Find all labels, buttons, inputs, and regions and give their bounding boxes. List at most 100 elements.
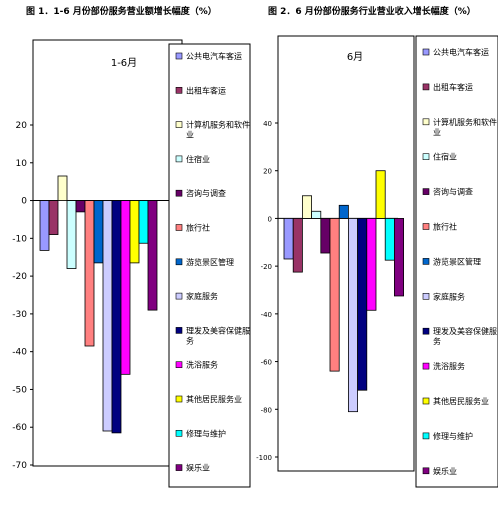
legend-swatch [422,432,430,440]
y-tick-label: -40 [261,311,272,319]
bar [111,200,122,434]
legend-label: 旅行社 [433,222,457,232]
y-tick-label: -60 [261,359,272,367]
y-tick-label: 0 [268,215,272,223]
y-tick-label: -10 [12,234,27,244]
legend-swatch [175,52,183,60]
y-tick-label: -20 [12,272,27,282]
chart-2: 6月 40 20 0 -20 -40 -60 -80 -100 公共电汽车客运出租车客运计算机服务… [256,35,498,488]
bar [120,200,131,375]
legend-swatch [175,189,183,197]
y-tick-label: 20 [16,121,28,131]
bar [129,200,140,264]
bar [48,200,59,235]
y-tick-label: -20 [261,263,272,271]
legend-swatch [422,48,430,56]
legend-label: 出租车客运 [186,85,226,95]
legend-label: 修理与维护 [186,428,226,438]
legend-swatch [175,292,183,300]
bar [311,210,322,219]
legend-label: 计算机服务和软件业 [186,120,250,140]
legend-label: 家庭服务 [186,291,218,301]
legend-label: 咨询与调查 [186,188,226,198]
legend-label: 修理与维护 [433,431,473,441]
y-tick-label: 0 [21,197,27,207]
legend-swatch [422,83,430,91]
bar [357,218,368,391]
legend-swatch [422,467,430,475]
bar [329,218,340,372]
legend-swatch [175,429,183,437]
legend: 公共电汽车客运出租车客运计算机服务和软件业住宿业咨询与调查旅行社游览景区管理家庭… [168,43,251,488]
legend-label: 公共电汽车客运 [433,47,489,57]
legend-swatch [175,361,183,369]
legend-swatch [422,258,430,265]
legend-label: 住宿业 [433,152,457,162]
bar [366,218,377,311]
legend-label: 其他居民服务业 [433,396,489,406]
legend-swatch [422,397,430,405]
y-tick-label: -100 [256,454,272,462]
legend-label: 住宿业 [186,154,210,164]
bar [66,200,77,269]
legend-label: 娱乐业 [433,466,457,476]
legend-label: 游览景区管理 [186,257,234,267]
bar [57,175,68,201]
legend-label: 旅行社 [186,223,210,233]
bar [102,200,113,432]
bar [338,204,349,219]
bar [320,218,331,254]
y-tick-label: -80 [261,406,272,414]
y-tick-label: -30 [12,310,27,320]
legend-swatch [175,464,183,471]
legend-swatch [422,188,430,195]
legend-label: 理发及美容保健服务 [186,325,250,345]
legend-swatch [175,87,183,94]
legend-swatch [422,362,430,370]
chart-title: 1-6月 [111,57,137,69]
bar [93,200,104,264]
legend-swatch [422,153,430,160]
bar [84,200,95,347]
legend-swatch [422,223,430,230]
legend-box [168,43,251,488]
legend-swatch [175,155,183,163]
legend-label: 理发及美容保健服务 [433,326,497,346]
figure-2-title: 图 2．6 月份部份服务行业营业收入增长幅度（%） [268,7,476,17]
legend-swatch [175,121,183,128]
legend-label: 出租车客运 [433,82,473,92]
bar [292,218,303,273]
chart-title: 6月 [347,51,363,63]
bar [138,200,149,244]
legend-label: 洗浴服务 [186,360,218,370]
bar [283,218,294,260]
bar [347,218,358,413]
legend-label: 游览景区管理 [433,256,481,266]
legend-label: 公共电汽车客运 [186,51,242,61]
y-tick-label: -40 [12,348,27,358]
bar [393,218,404,297]
bar [301,195,312,219]
legend-swatch [422,118,430,126]
y-tick-label: 40 [263,120,272,128]
legend-label: 计算机服务和软件业 [433,117,497,137]
bar [147,200,158,311]
legend-swatch [175,224,183,231]
legend-label: 洗浴服务 [433,361,465,371]
legend-swatch [175,258,183,266]
bar [375,170,386,219]
y-tick-label: 20 [263,168,272,176]
legend-label: 家庭服务 [433,291,465,301]
legend-box [415,35,498,488]
bar [384,218,395,261]
legend-label: 其他居民服务业 [186,394,242,404]
legend-swatch [422,292,430,300]
y-tick-label: 10 [16,159,28,169]
legend-swatch [175,395,183,403]
legend-label: 咨询与调查 [433,187,473,197]
figure-1-title: 图 1．1-6 月份部份服务营业额增长幅度（%） [26,7,217,17]
bar [39,200,50,251]
chart-1: 1-6月 20 10 0 -10 -20 -30 -40 -50 -60 -70 公共电汽车客运出租车… [12,39,251,488]
y-tick-label: -60 [12,423,27,433]
bar [75,200,86,213]
